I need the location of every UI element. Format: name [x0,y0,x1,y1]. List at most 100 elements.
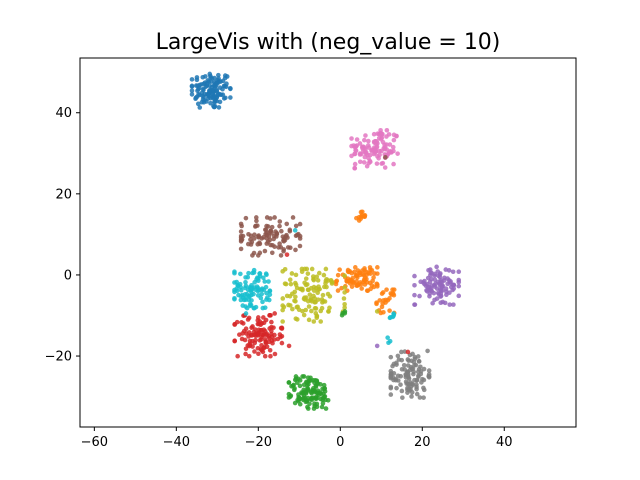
data-point [362,278,368,283]
data-point [418,279,423,285]
y-tick-label: 20 [55,187,72,202]
data-point [314,313,320,319]
data-point [220,92,226,97]
data-point [432,297,437,303]
outlier-point [286,343,292,349]
data-point [405,357,411,362]
data-point [242,291,248,297]
data-point [264,241,270,246]
data-point [352,151,358,157]
data-point [286,391,292,397]
data-point [252,232,257,238]
data-point [335,288,341,293]
data-point [240,303,246,308]
data-point [430,300,435,306]
data-point [387,142,393,147]
data-point [387,315,393,321]
data-point [440,288,445,293]
data-point [266,339,272,345]
data-point [269,224,275,230]
data-point [357,152,363,157]
data-point [267,313,273,318]
data-point [357,159,363,165]
data-point [368,286,373,292]
points-layer [189,71,462,411]
data-point [269,250,275,256]
data-point [249,325,254,331]
data-point [293,294,298,300]
data-point [306,381,311,387]
data-point [232,296,237,301]
data-point [285,245,291,250]
data-point [386,132,392,137]
data-point [345,267,351,273]
data-point [370,278,375,284]
data-point [326,308,331,314]
data-point [257,338,263,343]
data-point [261,235,266,240]
data-point [266,297,272,303]
data-point [322,394,328,399]
data-point [297,383,303,389]
data-point [391,137,397,143]
data-point [269,231,274,236]
data-point [308,389,314,395]
data-point [243,215,249,221]
data-point [426,374,432,379]
data-point [238,271,243,277]
data-point [281,238,286,243]
data-point [292,387,297,393]
data-point [262,279,268,284]
data-point [293,272,299,278]
data-point [311,319,317,324]
data-point [388,368,394,374]
data-point [245,274,251,280]
data-point [243,351,248,357]
data-point [289,271,295,276]
data-point [279,340,285,346]
data-point [261,275,266,281]
data-point [189,83,195,89]
x-tick-label: −60 [81,435,108,450]
data-point [266,334,272,339]
data-point [311,293,316,299]
data-point [325,398,331,403]
data-point [281,304,287,310]
data-point [287,303,293,308]
data-point [390,363,395,369]
data-point [354,137,360,142]
data-point [292,298,297,304]
data-point [197,105,203,110]
data-point [228,86,233,92]
data-point [384,127,390,133]
data-point [422,281,427,287]
data-point [308,375,313,381]
data-point [353,147,358,153]
data-point [294,317,300,322]
data-point [418,364,423,370]
data-point [280,269,285,274]
data-point [255,253,261,258]
data-point [216,72,221,78]
data-point [303,276,309,281]
data-point [417,395,423,400]
data-point [267,347,273,353]
data-point [421,366,427,372]
data-point [279,228,284,234]
data-point [260,299,265,305]
data-point [238,233,244,239]
data-point [301,312,307,318]
data-point [293,376,299,382]
outlier-point [243,311,249,316]
data-point [413,362,419,368]
data-point [281,247,287,252]
y-tick-label: −20 [45,350,72,365]
chart-title: LargeVis with (neg_value = 10) [156,30,501,55]
data-point [286,380,292,385]
data-point [385,335,390,340]
data-point [442,300,448,306]
data-point [388,392,394,397]
data-point [386,150,392,155]
data-point [300,308,305,314]
